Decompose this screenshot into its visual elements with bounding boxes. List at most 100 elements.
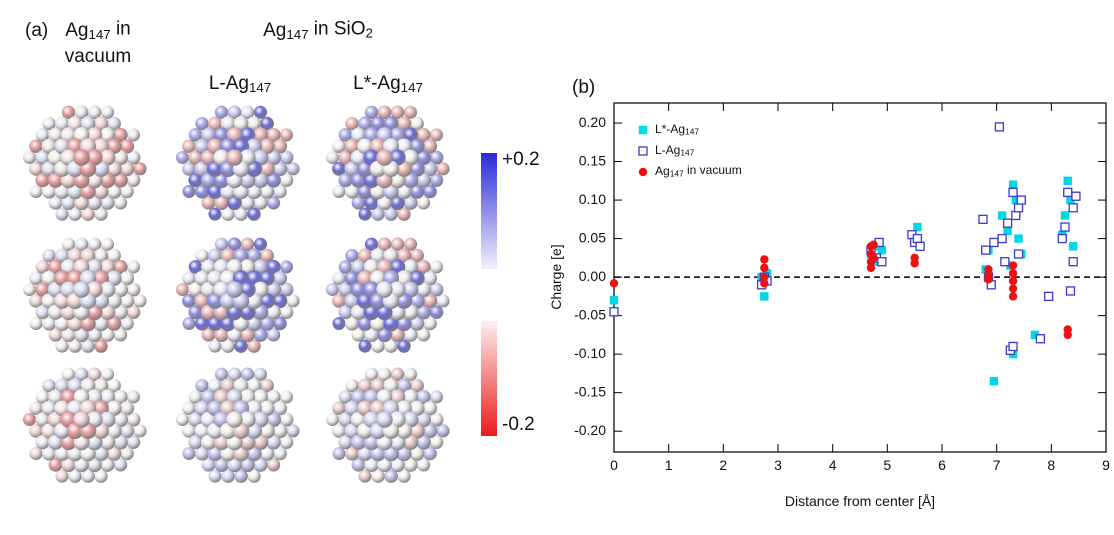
text-part: 147 — [685, 127, 699, 137]
cluster — [326, 367, 450, 482]
x-tick-label: 8 — [1047, 457, 1055, 473]
text-part: 2 — [719, 457, 727, 473]
text-part: vacuum — [65, 46, 132, 67]
point — [760, 255, 768, 263]
point — [913, 223, 921, 231]
point — [1058, 235, 1066, 243]
panel-label: (a) — [25, 20, 48, 41]
atom-sphere — [226, 411, 242, 427]
point — [1009, 261, 1017, 269]
text-part: 0 — [610, 457, 618, 473]
legend-marker — [639, 126, 647, 134]
cluster — [23, 105, 147, 220]
atom-sphere — [73, 281, 89, 297]
text-part: -0.2 — [502, 414, 535, 435]
text-part: (b) — [572, 77, 595, 98]
y-tick-label: 0.20 — [579, 114, 606, 130]
point — [910, 259, 918, 267]
text-part: Ag — [65, 20, 88, 41]
atom-sphere — [226, 281, 242, 297]
point — [610, 279, 618, 287]
group-title: Ag147 in SiO2 — [263, 18, 373, 41]
text-part: 6 — [938, 457, 946, 473]
atom-sphere — [176, 413, 189, 426]
point — [1061, 223, 1069, 231]
y-tick-label: 0.00 — [579, 268, 606, 284]
point — [1061, 211, 1069, 219]
cluster — [326, 105, 450, 220]
colorbar-positive — [481, 153, 497, 269]
series — [610, 241, 1072, 340]
point — [878, 258, 886, 266]
point — [990, 377, 998, 385]
point — [878, 246, 886, 254]
text-part: 3 — [774, 457, 782, 473]
text-part: Ag — [655, 164, 670, 178]
y-tick-label: -0.15 — [574, 383, 606, 399]
legend-label: L*-Ag147 — [655, 122, 699, 137]
atom-sphere — [376, 281, 392, 297]
column-title: L*-Ag147 — [353, 73, 423, 94]
point — [979, 215, 987, 223]
point — [1072, 192, 1080, 200]
point — [610, 296, 618, 304]
text-part: Distance from center [Å] — [785, 493, 935, 509]
point — [1069, 204, 1077, 212]
text-part: 147 — [680, 148, 694, 158]
panel-label: (b) — [572, 77, 595, 98]
atom-sphere — [286, 162, 299, 175]
x-tick-label: 9 — [1102, 457, 1110, 473]
text-part: -0.20 — [574, 422, 606, 438]
point — [1045, 292, 1053, 300]
point — [1017, 196, 1025, 204]
atom-sphere — [376, 411, 392, 427]
point — [1003, 227, 1011, 235]
x-tick-label: 0 — [610, 457, 618, 473]
atom-sphere — [23, 413, 36, 426]
atom-sphere — [133, 424, 146, 437]
y-tick-label: 0.15 — [579, 152, 606, 168]
atom-sphere — [326, 283, 339, 296]
y-tick-label: -0.05 — [574, 306, 606, 322]
text-part: 0.20 — [579, 114, 606, 130]
cluster — [23, 367, 147, 482]
atom-sphere — [286, 294, 299, 307]
y-axis-label: Charge [e] — [548, 244, 564, 309]
x-tick-label: 4 — [829, 457, 837, 473]
text-part: 0.15 — [579, 152, 606, 168]
panel-b: (b) Distance from center [Å] Charge [e] … — [548, 77, 1110, 509]
atom-sphere — [176, 283, 189, 296]
x-tick-label: 7 — [993, 457, 1001, 473]
point — [982, 246, 990, 254]
text-part: 5 — [883, 457, 891, 473]
legend: L*-Ag147L-Ag147Ag147 in vacuum — [639, 122, 742, 179]
colorbar-negative — [481, 321, 497, 436]
legend-label: L-Ag147 — [655, 143, 695, 158]
text-part: 7 — [993, 457, 1001, 473]
text-part: in vacuum — [684, 163, 742, 177]
atom-sphere — [436, 294, 449, 307]
point — [1069, 242, 1077, 250]
point — [995, 123, 1003, 131]
point — [869, 241, 877, 249]
point — [1064, 331, 1072, 339]
text-part: L*-Ag — [655, 122, 685, 136]
text-part: 1 — [665, 457, 673, 473]
y-tick-label: 0.05 — [579, 229, 606, 245]
text-part: (a) — [25, 20, 48, 41]
atom-sphere — [376, 149, 392, 165]
text-part: Charge [e] — [548, 244, 564, 309]
cluster — [176, 105, 300, 220]
point — [1069, 258, 1077, 266]
atom-sphere — [436, 424, 449, 437]
text-part: 147 — [286, 27, 308, 42]
x-tick-label: 1 — [665, 457, 673, 473]
point — [1009, 180, 1017, 188]
point — [1015, 250, 1023, 258]
cluster — [23, 237, 147, 352]
point — [1009, 269, 1017, 277]
point — [760, 279, 768, 287]
atom-sphere — [286, 424, 299, 437]
point — [1064, 177, 1072, 185]
text-part: -0.15 — [574, 383, 606, 399]
